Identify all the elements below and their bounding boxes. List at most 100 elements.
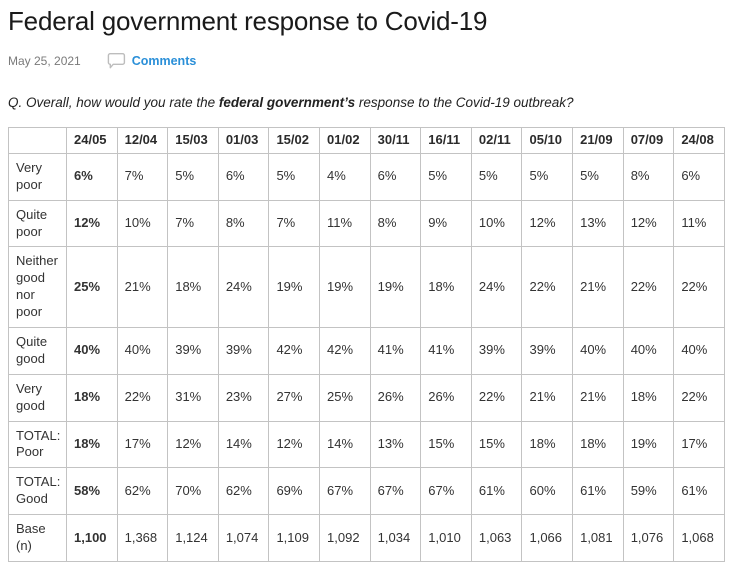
table-cell: 40%	[116, 327, 169, 375]
table-cell: 7%	[268, 199, 321, 248]
post-date: May 25, 2021	[8, 54, 81, 68]
table-cell: 17%	[673, 420, 725, 469]
table-cell: 12%	[521, 199, 574, 248]
table-cell: 7%	[167, 199, 219, 248]
table-row: Base (n) 1,100 1,368 1,124 1,074 1,109 1…	[8, 514, 725, 562]
table-cell: 25%	[66, 246, 118, 329]
table-cell: 21%	[116, 246, 169, 329]
table-cell: 5%	[521, 152, 574, 201]
table-row: Very poor 6% 7% 5% 6% 5% 4% 6% 5% 5% 5% …	[8, 152, 725, 201]
table-cell: 5%	[572, 152, 624, 201]
table-cell: 18%	[521, 420, 574, 469]
table-cell: 18%	[622, 373, 675, 422]
table-cell: 18%	[572, 420, 624, 469]
table-cell: 1,066	[521, 514, 574, 562]
table-cell: 19%	[268, 246, 321, 329]
table-cell: 40%	[673, 327, 725, 375]
table-cell: 1,109	[268, 514, 321, 562]
table-cell: 14%	[319, 420, 371, 469]
table-cell: 8%	[369, 199, 422, 248]
table-cell: 6%	[673, 152, 725, 201]
table-cell: 1,368	[116, 514, 169, 562]
column-header: 24/08	[673, 127, 725, 154]
table-cell: 7%	[116, 152, 169, 201]
table-cell: 9%	[420, 199, 472, 248]
table-cell: 5%	[470, 152, 523, 201]
table-row: Quite poor 12% 10% 7% 8% 7% 11% 8% 9% 10…	[8, 199, 725, 248]
table-cell: 61%	[470, 467, 523, 516]
table-cell: 62%	[116, 467, 169, 516]
table-cell: 40%	[622, 327, 675, 375]
table-cell: 61%	[673, 467, 725, 516]
table-cell: 61%	[572, 467, 624, 516]
row-label: Quite poor	[8, 199, 67, 248]
table-cell: 1,068	[673, 514, 725, 562]
survey-results-table: 24/05 12/04 15/03 01/03 15/02 01/02 30/1…	[8, 127, 725, 562]
speech-bubble-icon	[107, 53, 125, 69]
row-label: Very poor	[8, 152, 67, 201]
table-cell: 41%	[420, 327, 472, 375]
comments-label: Comments	[131, 54, 197, 68]
table-cell: 1,100	[66, 514, 118, 562]
table-cell: 12%	[268, 420, 321, 469]
table-cell: 1,081	[572, 514, 624, 562]
column-header: 12/04	[116, 127, 169, 154]
column-header: 05/10	[521, 127, 574, 154]
table-cell: 39%	[217, 327, 270, 375]
table-cell: 41%	[369, 327, 422, 375]
table-cell: 18%	[66, 373, 118, 422]
column-header: 07/09	[622, 127, 675, 154]
table-cell: 67%	[369, 467, 422, 516]
table-cell: 18%	[167, 246, 219, 329]
table-cell: 6%	[217, 152, 270, 201]
table-cell: 26%	[369, 373, 422, 422]
table-cell: 6%	[66, 152, 118, 201]
table-row: TOTAL: Good 58% 62% 70% 62% 69% 67% 67% …	[8, 467, 725, 516]
table-cell: 13%	[369, 420, 422, 469]
table-cell: 22%	[521, 246, 574, 329]
table-cell: 24%	[217, 246, 270, 329]
survey-question: Q. Overall, how would you rate the feder…	[8, 95, 574, 110]
table-cell: 11%	[673, 199, 725, 248]
row-label: Neither good nor poor	[8, 246, 67, 329]
table-cell: 21%	[521, 373, 574, 422]
table-cell: 13%	[572, 199, 624, 248]
table-cell: 10%	[116, 199, 169, 248]
table-cell: 59%	[622, 467, 675, 516]
table-cell: 14%	[217, 420, 270, 469]
table-cell: 26%	[420, 373, 472, 422]
table-cell: 58%	[66, 467, 118, 516]
table-cell: 39%	[470, 327, 523, 375]
table-cell: 4%	[319, 152, 371, 201]
table-cell: 24%	[470, 246, 523, 329]
table-cell: 40%	[66, 327, 118, 375]
table-header-row: 24/05 12/04 15/03 01/03 15/02 01/02 30/1…	[8, 127, 725, 154]
table-cell: 22%	[673, 246, 725, 329]
table-cell: 19%	[369, 246, 422, 329]
table-cell: 8%	[217, 199, 270, 248]
table-cell: 40%	[572, 327, 624, 375]
table-cell: 19%	[319, 246, 371, 329]
column-header: 16/11	[420, 127, 472, 154]
comments-link[interactable]: Comments	[107, 52, 197, 70]
table-cell: 5%	[167, 152, 219, 201]
table-cell: 1,074	[217, 514, 270, 562]
column-header: 24/05	[66, 127, 118, 154]
row-label: TOTAL: Good	[8, 467, 67, 516]
row-label: Quite good	[8, 327, 67, 375]
column-header: 21/09	[572, 127, 624, 154]
column-header: 15/02	[268, 127, 321, 154]
column-header: 01/02	[319, 127, 371, 154]
row-label: Very good	[8, 373, 67, 422]
table-cell: 42%	[268, 327, 321, 375]
table-cell: 22%	[622, 246, 675, 329]
table-cell: 1,076	[622, 514, 675, 562]
table-cell: 8%	[622, 152, 675, 201]
table-row: TOTAL: Poor 18% 17% 12% 14% 12% 14% 13% …	[8, 420, 725, 469]
page-title: Federal government response to Covid-19	[8, 6, 488, 36]
table-cell: 1,124	[167, 514, 219, 562]
table-cell: 18%	[66, 420, 118, 469]
table-row: Very good 18% 22% 31% 23% 27% 25% 26% 26…	[8, 373, 725, 422]
table-cell: 25%	[319, 373, 371, 422]
table-cell: 1,063	[470, 514, 523, 562]
